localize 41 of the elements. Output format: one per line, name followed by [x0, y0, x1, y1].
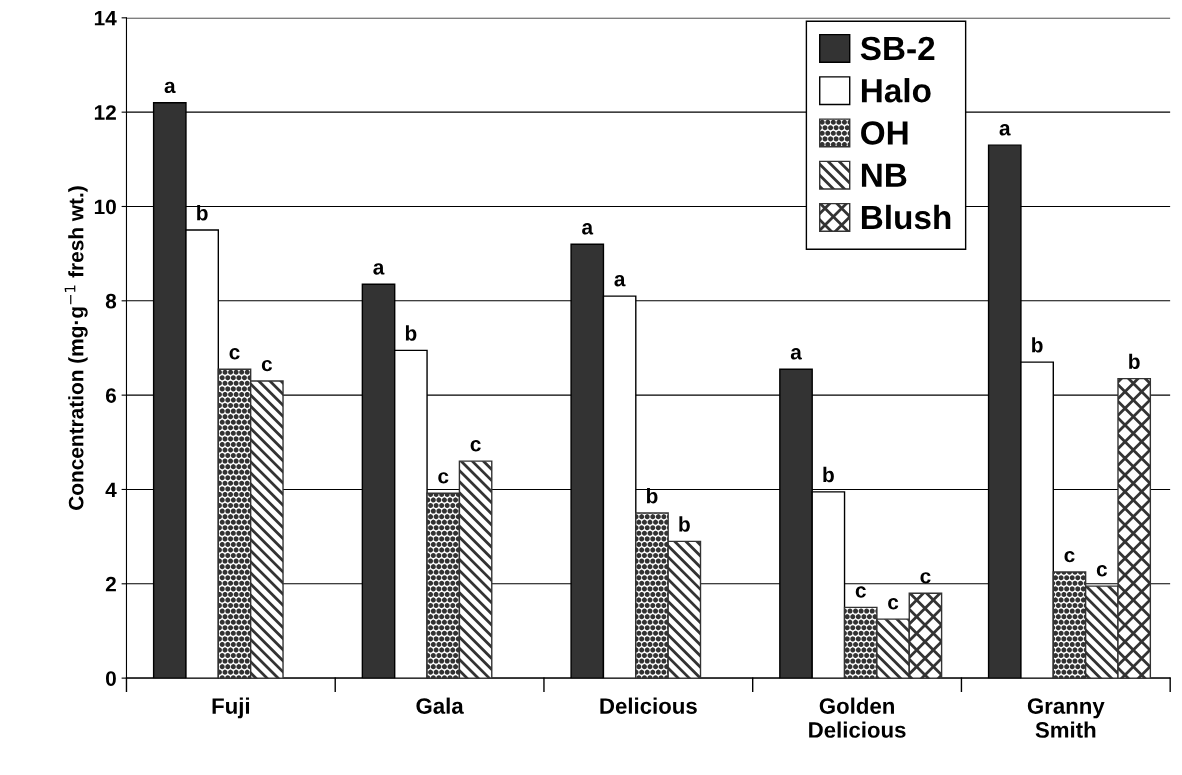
data-label: c [920, 572, 931, 584]
y-tick-label: 10 [94, 199, 116, 215]
data-label: a [614, 275, 626, 287]
data-label: b [1129, 353, 1140, 369]
data-label: a [373, 263, 385, 275]
y-tick-label: 6 [105, 388, 116, 403]
data-label: b [1032, 337, 1043, 353]
y-axis-title: Concentration (mg·g$^{−1}$ fresh wt.) [64, 186, 88, 510]
x-tick-label: Gala [416, 697, 464, 714]
data-label: b [823, 466, 834, 483]
y-tick-label: 0 [105, 671, 116, 686]
data-label: a [582, 223, 594, 235]
data-label: a [999, 124, 1011, 136]
data-label: c [470, 440, 481, 452]
y-tick-label: 2 [105, 576, 116, 592]
data-label: c [888, 598, 899, 610]
legend-label: Halo [861, 78, 931, 103]
data-label: c [1064, 550, 1075, 563]
x-tick-label: Granny Smith [1027, 698, 1105, 738]
y-tick-label: 14 [94, 11, 117, 26]
legend-label: OH [861, 121, 908, 145]
data-label: b [197, 205, 208, 221]
legend-label: Blush [861, 204, 951, 230]
y-tick-label: 8 [105, 293, 117, 309]
data-label: c [229, 348, 240, 360]
data-label: c [438, 472, 449, 484]
data-label: b [679, 516, 690, 532]
data-label: c [855, 586, 866, 598]
data-label: c [1096, 565, 1107, 577]
y-tick-label: 12 [94, 105, 116, 120]
data-label: b [646, 488, 658, 504]
legend-label: SB-2 [860, 36, 935, 61]
data-label: a [790, 348, 802, 360]
data-label: c [261, 359, 273, 372]
x-tick-label: Golden Delicious [809, 697, 906, 738]
data-label: a [164, 81, 176, 94]
y-tick-label: 4 [105, 482, 117, 498]
x-tick-label: Delicious [600, 697, 697, 714]
x-tick-label: Fuji [212, 697, 250, 719]
legend-label: NB [861, 163, 907, 187]
data-label: b [405, 325, 417, 341]
